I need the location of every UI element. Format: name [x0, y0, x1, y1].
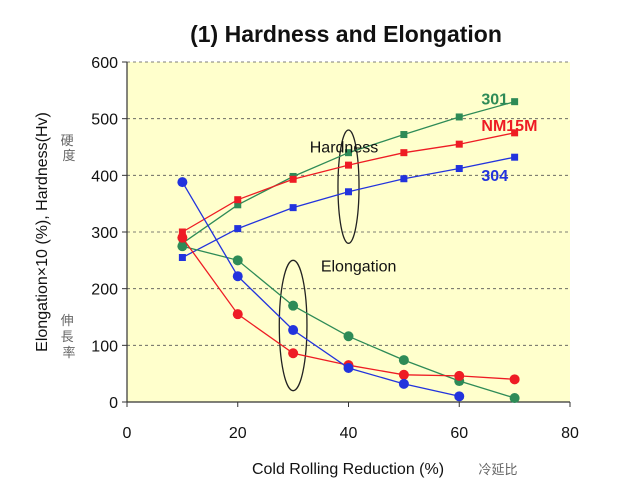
data-point — [398, 378, 409, 389]
group-ellipses — [278, 129, 360, 392]
data-point — [398, 355, 409, 366]
data-series — [177, 98, 520, 404]
data-point — [177, 177, 188, 188]
series-elongation-nm15m — [177, 232, 520, 385]
y-tick-label: 300 — [91, 225, 118, 242]
data-point — [177, 232, 188, 243]
annotations: Hardness Elongation 301 NM15M 304 — [310, 92, 538, 276]
x-tick-label: 80 — [561, 425, 579, 442]
data-point — [509, 374, 520, 385]
series-hardness-304 — [178, 153, 519, 261]
y-tick-label: 500 — [91, 112, 118, 129]
grid-lines — [127, 61, 570, 346]
data-point — [234, 225, 242, 233]
data-point — [454, 370, 465, 381]
series-elongation-304 — [177, 177, 465, 402]
data-point — [455, 140, 463, 148]
data-point — [400, 131, 408, 139]
data-point — [343, 331, 354, 342]
data-point — [345, 149, 352, 157]
data-point — [400, 149, 408, 157]
data-point — [509, 393, 520, 404]
group-ellipse — [278, 259, 308, 392]
annotation-label: NM15M — [481, 118, 537, 135]
y-tick-label: 0 — [109, 395, 118, 412]
annotation-label: 304 — [481, 168, 508, 185]
series-hardness-nm15m — [178, 129, 519, 236]
data-point — [343, 363, 354, 373]
data-point — [455, 113, 463, 121]
data-point — [345, 188, 352, 196]
x-axis-label: Cold Rolling Reduction (%) — [252, 461, 444, 478]
data-point — [289, 204, 297, 212]
data-point — [232, 255, 243, 266]
x-tick-label: 40 — [340, 425, 358, 442]
y-axis-label-japanese-elongation: 伸 長 率 — [61, 313, 78, 360]
data-point — [232, 271, 243, 282]
x-axis-label-japanese: 冷延比 — [478, 462, 517, 477]
data-point — [454, 391, 465, 402]
data-point — [234, 201, 242, 209]
y-tick-label: 200 — [91, 282, 118, 299]
annotation-label: Elongation — [321, 259, 397, 276]
data-point — [288, 300, 299, 311]
data-point — [511, 129, 519, 137]
axes: 0 100 200 300 400 500 600 0 20 40 60 80 — [91, 55, 579, 442]
annotation-label: 301 — [481, 92, 508, 109]
data-point — [178, 228, 186, 236]
series-line — [181, 181, 460, 397]
y-tick-label: 100 — [91, 338, 118, 355]
chart-title: (1) Hardness and Elongation — [190, 21, 502, 47]
x-tick-label: 20 — [229, 425, 247, 442]
data-point — [400, 175, 408, 183]
data-point — [511, 153, 519, 161]
data-point — [234, 196, 242, 204]
data-point — [398, 369, 409, 380]
x-tick-label: 60 — [450, 425, 468, 442]
y-tick-label: 600 — [91, 55, 118, 72]
data-point — [178, 254, 186, 261]
group-ellipse — [337, 129, 360, 244]
x-tick-label: 0 — [123, 425, 132, 442]
data-point — [288, 348, 299, 359]
y-axis-label: Elongation×10 (%), Hardness(Hv) — [34, 112, 51, 352]
series-elongation-301 — [177, 241, 520, 404]
annotation-label: Hardness — [310, 140, 378, 157]
data-point — [288, 325, 299, 336]
data-point — [455, 165, 463, 173]
data-point — [232, 309, 243, 320]
y-tick-label: 400 — [91, 168, 118, 185]
data-point — [177, 241, 188, 252]
y-axis-label-japanese-hardness: 硬 度 — [61, 133, 78, 163]
data-point — [345, 161, 352, 169]
data-point — [511, 98, 519, 106]
data-point — [289, 175, 297, 183]
